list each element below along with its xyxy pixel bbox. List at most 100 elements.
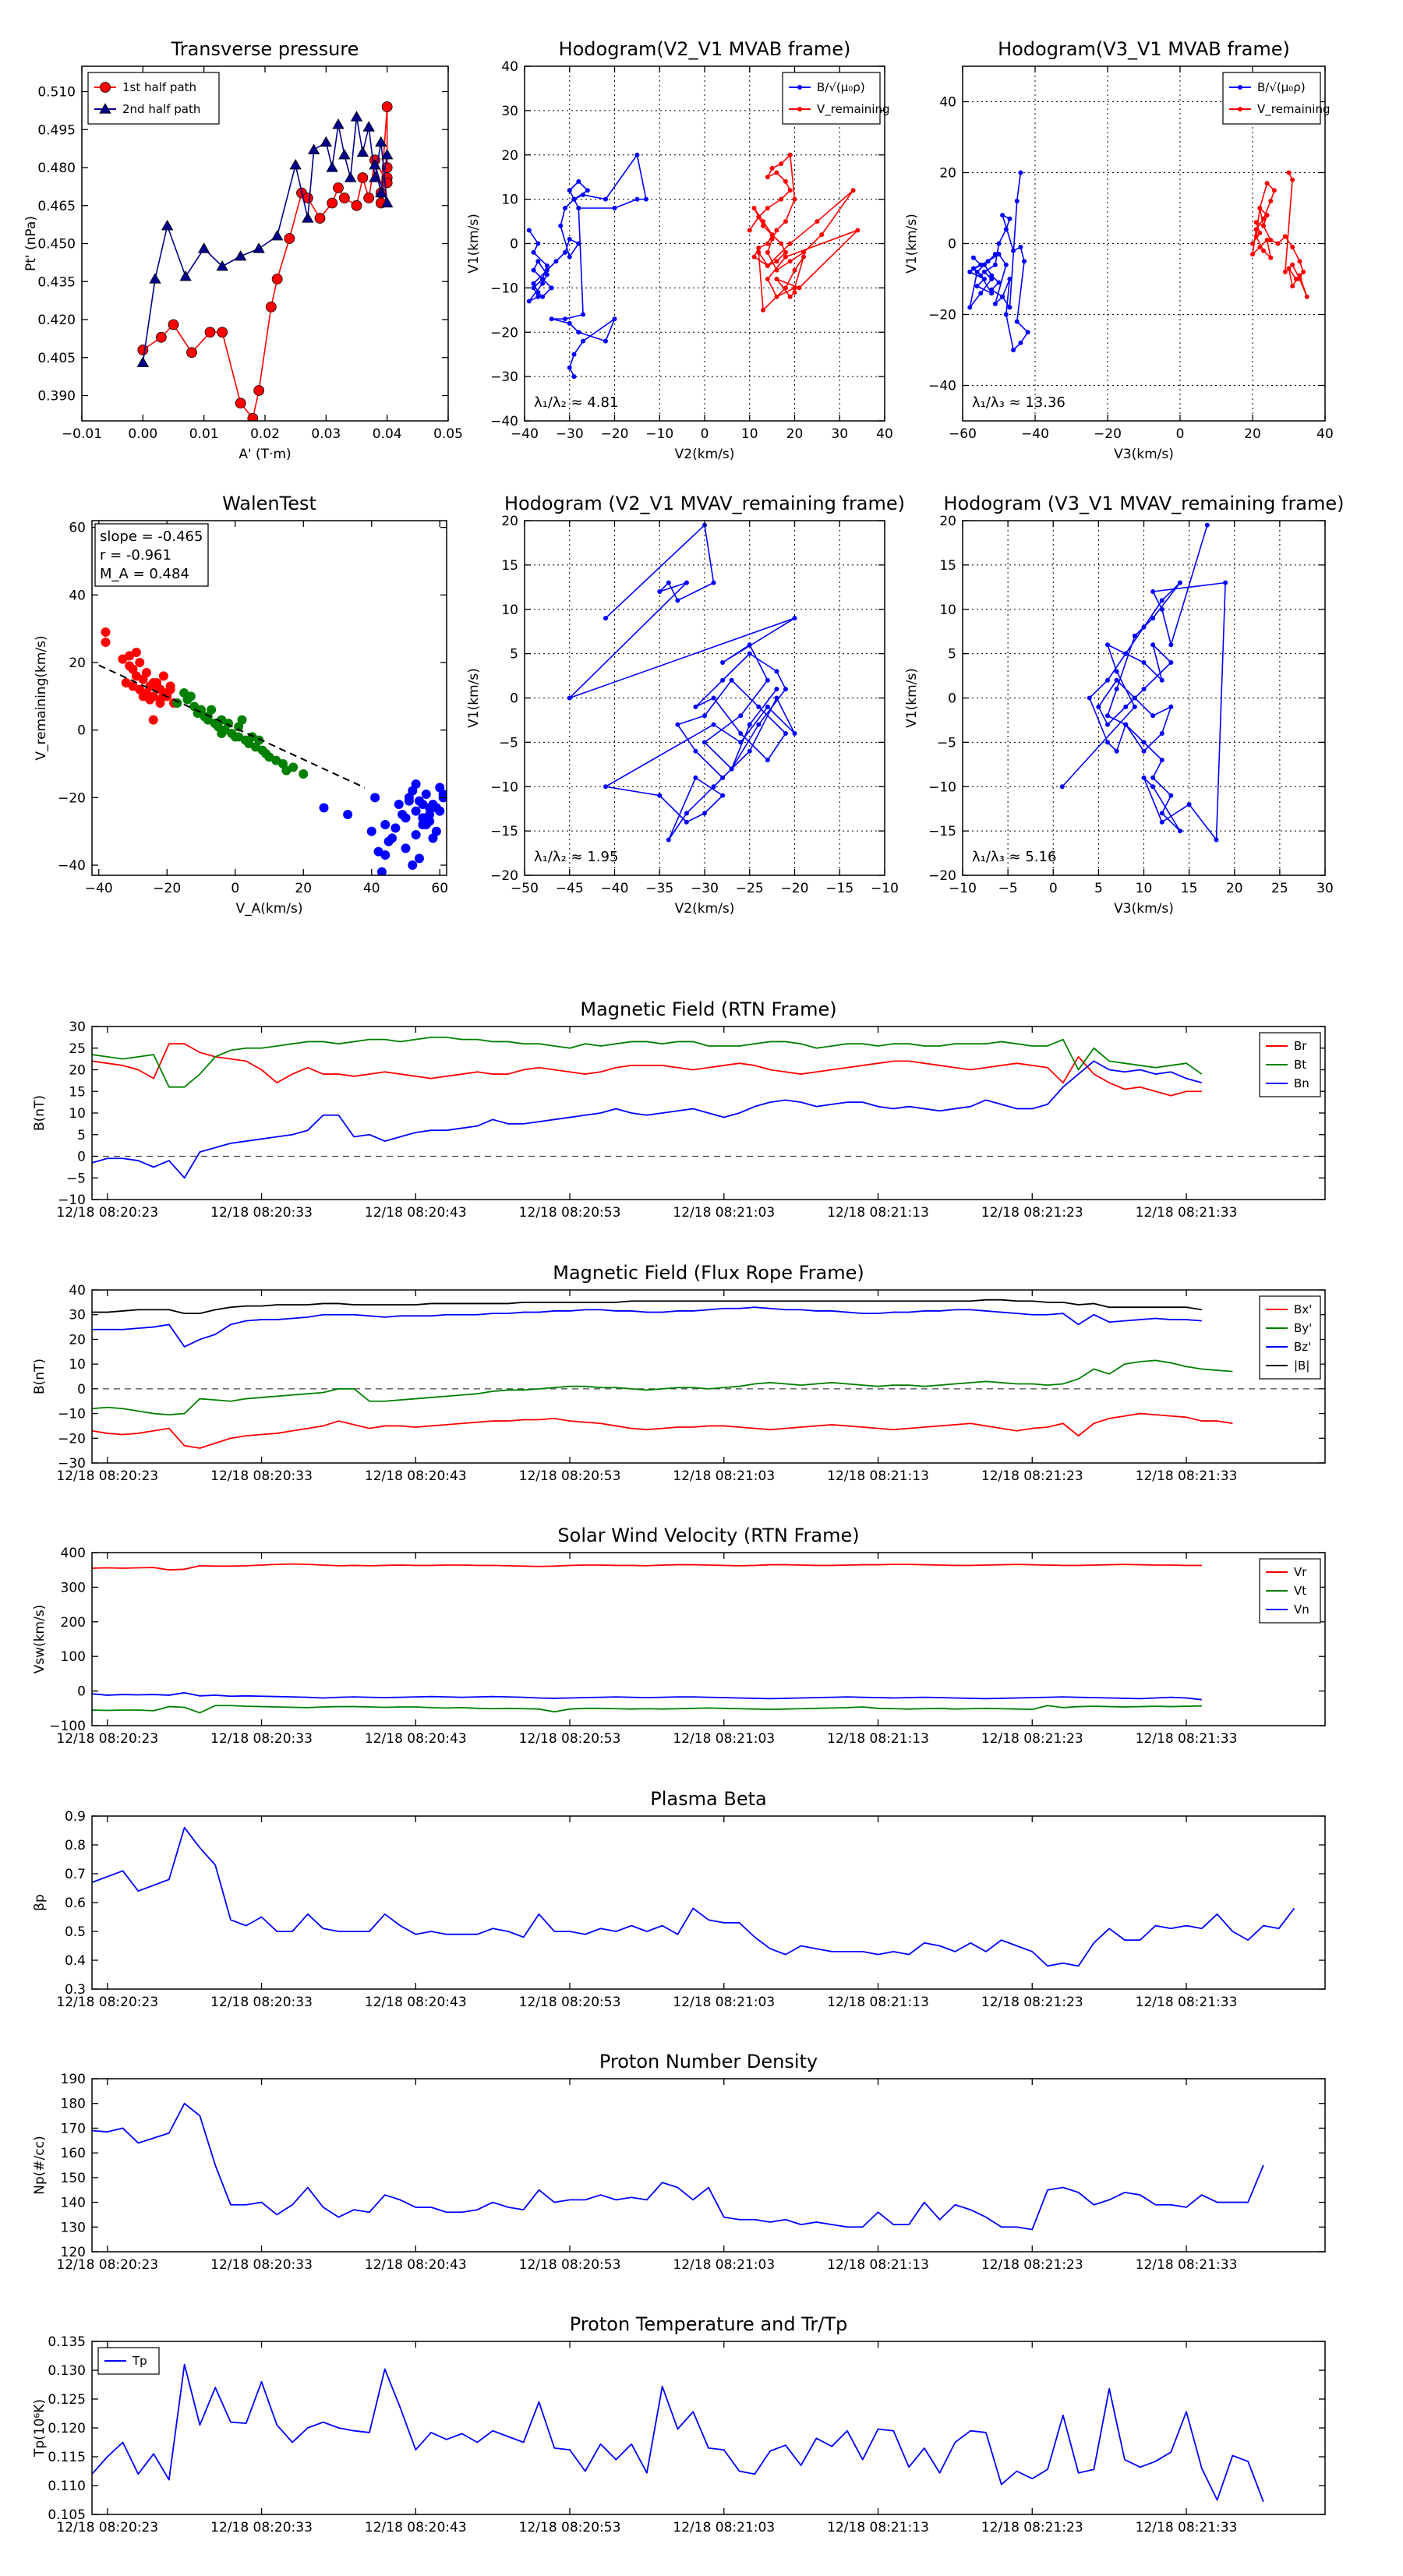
data-point: [756, 722, 762, 727]
x-tick-label: 12/18 08:20:23: [56, 2520, 158, 2535]
data-point: [1178, 580, 1182, 585]
data-point: [693, 748, 698, 754]
y-tick-label: 5: [77, 1128, 86, 1143]
data-point: [1025, 330, 1030, 335]
data-point: [438, 790, 447, 799]
data-point: [1141, 624, 1147, 630]
y-tick-label: 100: [61, 1649, 86, 1665]
data-point: [428, 833, 438, 843]
data-point: [204, 327, 216, 338]
y-tick-label: 30: [501, 104, 518, 119]
legend-marker: [100, 82, 111, 93]
fit-line: [98, 664, 366, 789]
data-point: [581, 192, 586, 197]
y-tick-label: 5: [948, 647, 956, 663]
x-tick-label: −15: [825, 881, 853, 896]
data-point: [1123, 722, 1129, 727]
data-point: [720, 677, 726, 683]
chart-title: Solar Wind Velocity (RTN Frame): [557, 1525, 859, 1546]
y-tick-label: 150: [61, 2171, 86, 2186]
data-point: [357, 172, 369, 183]
plot-frame: [91, 2078, 1326, 2253]
data-point: [168, 319, 179, 330]
y-tick-label: 40: [69, 588, 86, 603]
data-point: [1105, 722, 1110, 727]
data-point: [1007, 277, 1012, 281]
x-tick-label: 12/18 08:21:13: [827, 2257, 929, 2273]
x-tick-label: 12/18 08:21:23: [981, 2520, 1083, 2535]
data-point: [666, 580, 671, 585]
data-point: [421, 790, 431, 799]
data-point: [774, 277, 779, 281]
stats-line: r = -0.961: [100, 547, 171, 564]
data-point: [729, 766, 734, 772]
legend-label: Bz': [1294, 1340, 1311, 1354]
data-point: [765, 277, 770, 281]
chart-hodogram_v2v1_mvav: Hodogram (V2_V1 MVAV_remaining frame)−50…: [466, 493, 905, 917]
data-point: [179, 270, 192, 281]
data-point: [1253, 234, 1259, 239]
data-point: [774, 267, 779, 273]
x-tick-label: 20: [1244, 426, 1261, 442]
data-point: [253, 242, 265, 253]
data-point: [1159, 677, 1164, 683]
y-tick-label: −10: [928, 779, 956, 795]
x-tick-label: −35: [645, 881, 673, 896]
x-tick-label: 12/18 08:20:33: [210, 1205, 313, 1221]
x-tick-label: 20: [1226, 881, 1243, 896]
data-point: [1011, 248, 1016, 253]
data-point: [702, 740, 707, 745]
data-point: [1178, 829, 1182, 834]
data-point: [343, 810, 353, 819]
data-point: [540, 277, 546, 281]
data-point: [996, 241, 1002, 246]
data-point: [1286, 266, 1292, 271]
data-point: [216, 260, 228, 271]
legend-label: Br: [1294, 1039, 1307, 1053]
y-tick-label: −5: [937, 735, 956, 751]
y-axis-label: Np(#/cc): [32, 2136, 48, 2194]
chart-magnetic_field_flux_rope: Magnetic Field (Flux Rope Frame) 12/18 08…: [32, 1262, 1326, 1484]
x-tick-label: 12/18 08:21:13: [827, 1468, 929, 1484]
x-tick-label: −10: [949, 881, 977, 896]
data-point: [1257, 245, 1263, 250]
y-tick-label: 20: [939, 514, 956, 529]
legend-label: By': [1294, 1321, 1312, 1335]
data-point: [380, 850, 391, 860]
data-point: [1275, 241, 1281, 246]
x-tick-label: 12/18 08:20:53: [519, 1205, 621, 1221]
data-point: [1141, 660, 1147, 665]
data-point: [974, 284, 980, 289]
data-point: [544, 272, 550, 277]
data-point: [217, 729, 227, 738]
data-point: [989, 287, 995, 292]
data-point: [148, 715, 158, 725]
x-tick-label: −40: [85, 881, 113, 896]
x-tick-label: −40: [601, 881, 629, 896]
y-tick-label: 0.5: [65, 1924, 86, 1940]
data-point: [992, 301, 998, 306]
data-point: [1087, 695, 1092, 701]
data-point: [765, 758, 770, 763]
legend-label: B/√(μ₀ρ): [817, 80, 865, 94]
data-point: [375, 186, 387, 198]
y-tick-label: 0.6: [65, 1896, 86, 1911]
y-tick-label: 140: [61, 2196, 86, 2211]
data-point: [970, 266, 976, 271]
y-axis-label: βp: [32, 1894, 48, 1911]
x-tick-label: 12/18 08:20:43: [365, 1468, 467, 1484]
data-point: [567, 254, 572, 260]
data-point: [819, 232, 825, 238]
data-point: [711, 580, 716, 585]
data-point: [1304, 294, 1309, 299]
y-tick-label: 0.390: [37, 389, 76, 405]
data-point: [415, 853, 424, 864]
x-tick-label: 12/18 08:20:43: [365, 1731, 467, 1747]
data-point: [1096, 704, 1101, 709]
data-point: [1105, 713, 1110, 719]
data-point: [967, 269, 973, 274]
data-point: [1297, 277, 1302, 281]
plot-data: [92, 1036, 1203, 1179]
x-tick-label: −60: [949, 426, 977, 442]
y-tick-label: −30: [490, 369, 518, 385]
